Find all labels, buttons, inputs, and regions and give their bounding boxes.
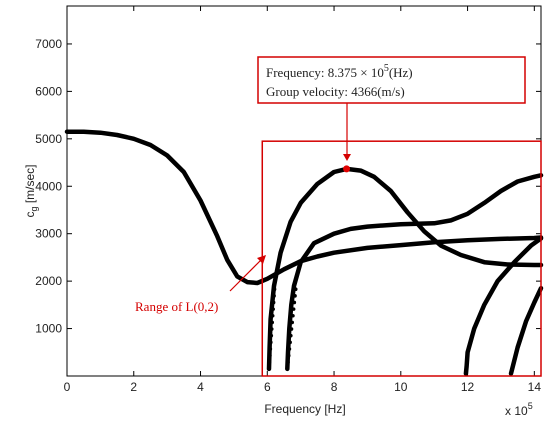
annotation-group-velocity: Group velocity: 4366(m/s) (266, 84, 405, 99)
curve-dot (267, 367, 271, 371)
curve-dot (289, 333, 293, 338)
x-tick-label: 12 (461, 380, 475, 394)
curve-dot (271, 300, 276, 305)
curve-dot (271, 307, 275, 311)
curve-dot (286, 360, 290, 365)
highlight-point (343, 165, 351, 173)
axis-ticks (66, 6, 541, 376)
x-tick-label: 4 (197, 380, 204, 394)
range-arrow (229, 258, 263, 292)
y-tick-label: 3000 (35, 227, 62, 241)
curve-dot (289, 327, 294, 331)
dispersion-curve-1 (64, 129, 544, 286)
tick-labels: 0 2 4 6 8 10 12 14 1000 2000 3000 4000 5000 6000 7000 (35, 37, 541, 394)
range-arrowhead (257, 255, 266, 264)
x-tick-label: 6 (264, 380, 271, 394)
y-axis-label: cg [m/sec] (23, 164, 39, 217)
curve-dot (268, 353, 272, 358)
y-tick-label: 2000 (35, 274, 62, 288)
curve-dot (286, 353, 291, 358)
curve-dot (290, 320, 295, 325)
curve-dot (287, 347, 292, 351)
curve-dot (268, 347, 273, 351)
curve-dot (269, 340, 273, 345)
dispersion-curve-4 (463, 236, 544, 376)
curve-dot (272, 294, 276, 298)
curve-dot (267, 360, 272, 365)
y-tick-label: 1000 (35, 322, 62, 336)
curve-dot (292, 300, 297, 305)
x-tick-label: 14 (528, 380, 542, 394)
x-tick-label: 2 (130, 380, 137, 394)
y-axis-label-sub: g (29, 207, 39, 212)
curve-dot (288, 340, 292, 345)
annotation-box (257, 56, 526, 104)
annotation-frequency-power: 5 (384, 63, 389, 74)
curve-dot (291, 313, 295, 318)
curve-dot (269, 327, 274, 331)
x-tick-label: 8 (331, 380, 338, 394)
curve-dot (270, 313, 275, 318)
dispersion-curve-5 (508, 285, 544, 376)
range-label: Range of L(0,2) (135, 299, 218, 314)
curve-dot (285, 367, 290, 371)
annotation-frequency: Frequency: 8.375 × 105(Hz) (266, 63, 413, 80)
y-tick-label: 4000 (35, 179, 62, 193)
curve-dot (272, 287, 277, 291)
annotation-arrowhead (343, 154, 351, 161)
x-exponent-label: x 105 (505, 401, 533, 418)
dispersion-curves (64, 129, 544, 376)
y-tick-label: 7000 (35, 37, 62, 51)
curve-dot (293, 287, 298, 291)
x-exponent-power: 5 (528, 401, 533, 411)
curve-dot (270, 320, 275, 325)
x-axis-label: Frequency [Hz] (264, 402, 345, 416)
x-tick-label: 0 (64, 380, 71, 394)
y-tick-label: 5000 (35, 132, 62, 146)
curve-dot (291, 307, 296, 311)
x-tick-label: 10 (394, 380, 408, 394)
curve-dot (293, 294, 297, 298)
dispersion-curve-3 (285, 173, 544, 372)
curve-dot (269, 333, 274, 338)
svg-text:cg [m/sec]: cg [m/sec] (23, 164, 39, 217)
dispersion-curve-2 (266, 166, 544, 372)
y-tick-label: 6000 (35, 84, 62, 98)
